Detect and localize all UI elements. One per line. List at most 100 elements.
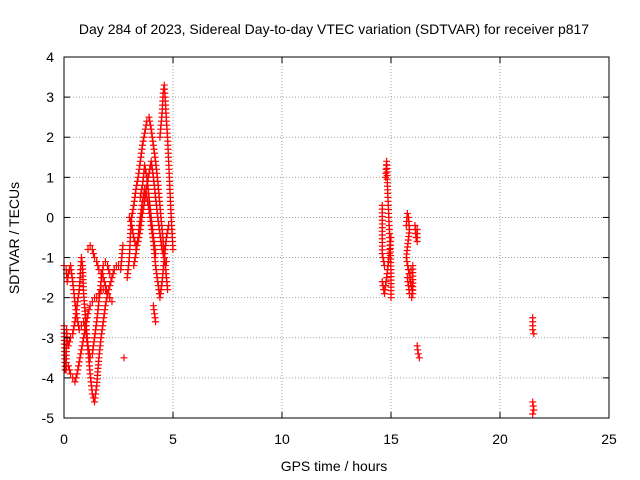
data-point-marker: [387, 294, 395, 302]
data-point-marker: [83, 314, 91, 322]
data-point-marker: [83, 318, 91, 326]
data-point-marker: [139, 137, 147, 145]
data-point-marker: [378, 250, 386, 258]
data-point-marker: [408, 294, 416, 302]
data-point-marker: [146, 117, 154, 125]
data-point-marker: [86, 302, 94, 310]
data-point-marker: [95, 290, 103, 298]
data-point-marker: [88, 298, 96, 306]
grid-lines: [64, 57, 609, 418]
data-point-marker: [402, 254, 410, 262]
data-point-marker: [101, 282, 109, 290]
data-point-marker: [109, 270, 117, 278]
data-point-marker: [119, 242, 127, 250]
data-point-marker: [129, 205, 137, 213]
data-point-marker: [415, 354, 423, 362]
data-point-marker: [164, 286, 172, 294]
data-point-marker: [414, 350, 422, 358]
data-point-marker: [73, 370, 81, 378]
data-point-marker: [65, 338, 73, 346]
data-point-marker: [145, 113, 153, 121]
data-point-marker: [146, 121, 154, 129]
y-axis-label: SDTVAR / TECUs: [6, 182, 22, 294]
x-tick-label: 5: [169, 431, 177, 447]
data-point-marker: [141, 165, 149, 173]
x-tick-label: 25: [601, 431, 617, 447]
data-point-marker: [104, 290, 112, 298]
data-point-marker: [104, 262, 112, 270]
data-point-marker: [81, 326, 89, 334]
y-tick-label: 0: [46, 209, 54, 225]
data-point-marker: [137, 189, 145, 197]
data-point-marker: [529, 410, 537, 418]
data-point-marker: [93, 294, 101, 302]
data-point-marker: [77, 350, 85, 358]
data-point-marker: [103, 286, 111, 294]
data-point-marker: [80, 334, 88, 342]
data-point-marker: [529, 326, 537, 334]
data-point-marker: [72, 374, 80, 382]
y-tick-label: 4: [46, 49, 54, 65]
data-point-marker: [97, 270, 105, 278]
data-point-marker: [67, 370, 75, 378]
data-point-marker: [130, 258, 138, 266]
data-point-marker: [86, 242, 94, 250]
data-points: [60, 81, 538, 418]
data-point-marker: [169, 246, 177, 254]
data-point-marker: [138, 185, 146, 193]
data-point-marker: [405, 270, 413, 278]
data-point-marker: [108, 274, 116, 282]
data-point-marker: [73, 314, 81, 322]
data-point-marker: [138, 141, 146, 149]
data-point-marker: [79, 338, 87, 346]
data-point-marker: [131, 254, 139, 262]
data-point-marker: [84, 310, 92, 318]
data-point-marker: [406, 290, 414, 298]
plot-frame: [63, 56, 610, 419]
data-point-marker: [101, 258, 109, 266]
data-point-marker: [130, 262, 138, 270]
data-point-marker: [80, 330, 88, 338]
data-point-marker: [403, 209, 411, 217]
data-point-marker: [409, 262, 417, 270]
data-point-marker: [82, 322, 90, 330]
y-tick-label: -1: [42, 250, 55, 266]
data-point-marker: [78, 342, 86, 350]
data-point-marker: [152, 318, 160, 326]
y-tick-label: -4: [42, 370, 55, 386]
data-point-marker: [136, 193, 144, 201]
data-point-marker: [65, 366, 73, 374]
data-point-marker: [99, 274, 107, 282]
data-point-marker: [530, 406, 538, 414]
data-point-marker: [94, 262, 102, 270]
data-point-marker: [530, 330, 538, 338]
data-point-marker: [403, 258, 411, 266]
data-point-marker: [74, 366, 82, 374]
data-point-marker: [128, 209, 136, 217]
data-point-marker: [106, 294, 114, 302]
data-point-marker: [75, 362, 83, 370]
data-point-marker: [76, 354, 84, 362]
data-point-marker: [125, 213, 133, 221]
data-point-marker: [128, 225, 136, 233]
y-tick-label: 2: [46, 129, 54, 145]
data-point-marker: [126, 217, 134, 225]
data-point-marker: [89, 250, 97, 258]
y-tick-label: -3: [42, 330, 55, 346]
x-axis-label: GPS time / hours: [281, 458, 388, 474]
data-point-marker: [108, 298, 116, 306]
data-point-marker: [120, 354, 128, 362]
chart-title: Day 284 of 2023, Sidereal Day-to-day VTE…: [79, 21, 589, 37]
y-tick-label: -2: [42, 290, 55, 306]
data-point-marker: [88, 246, 96, 254]
data-point-marker: [141, 161, 149, 169]
y-tick-label: 1: [46, 169, 54, 185]
x-tick-label: 15: [383, 431, 399, 447]
data-point-marker: [64, 342, 72, 350]
data-point-marker: [75, 358, 83, 366]
x-tick-label: 20: [492, 431, 508, 447]
data-point-marker: [91, 254, 99, 262]
data-point-marker: [141, 129, 149, 137]
y-tick-label: -5: [42, 410, 55, 426]
